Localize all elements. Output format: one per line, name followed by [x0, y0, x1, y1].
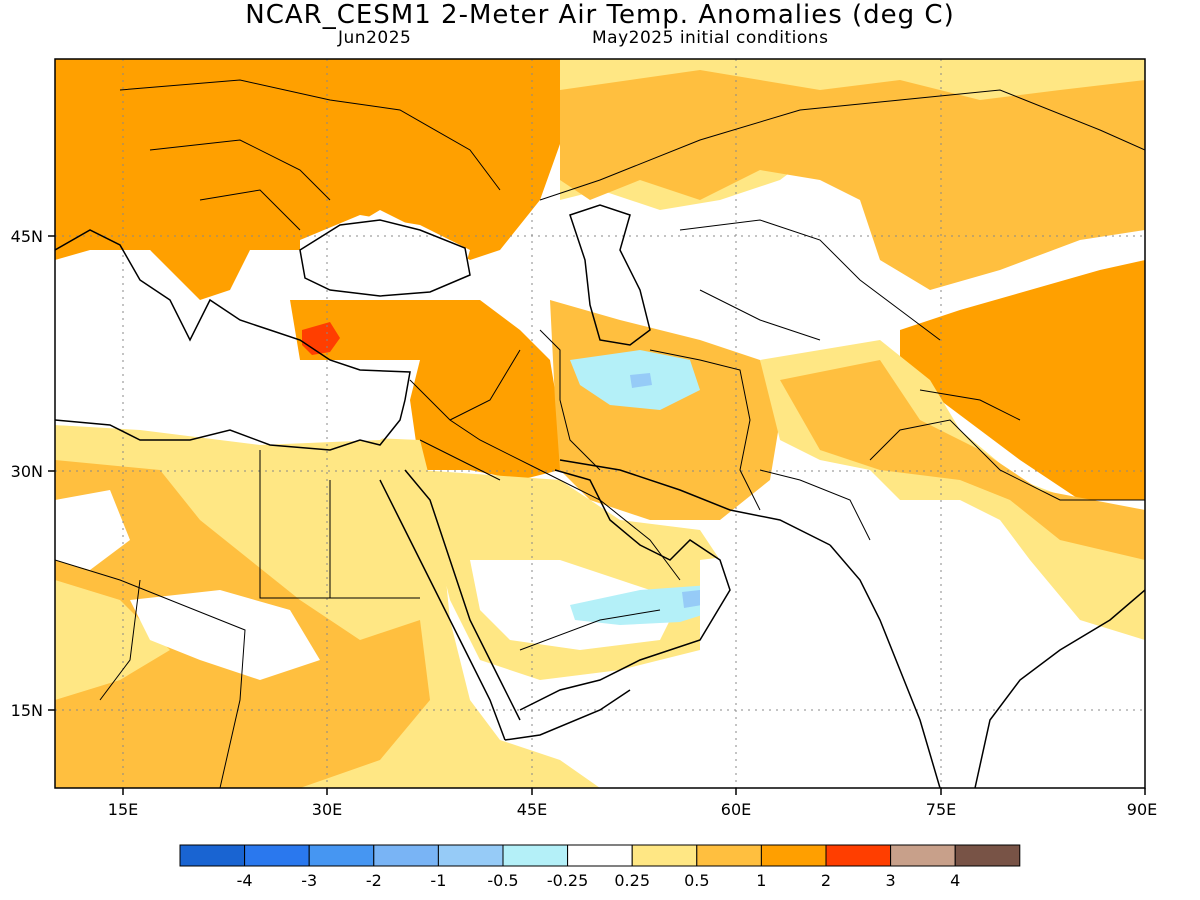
anomaly-region-iran-mild — [550, 300, 780, 520]
border-central-asia — [679, 219, 941, 341]
label-lat-45n: 45N — [11, 227, 43, 246]
border-iran — [539, 329, 761, 511]
colorbar-label: -3 — [301, 871, 317, 890]
label-lat-30n: 30N — [11, 462, 43, 481]
axis-ticks — [48, 235, 1146, 795]
colorbar-swatch — [890, 844, 956, 867]
border-russia-kazakhstan — [539, 89, 1145, 201]
colorbar-label: -4 — [237, 871, 253, 890]
border-africa — [55, 450, 420, 788]
colorbar-swatch — [631, 844, 698, 867]
colorbar: -4 -3 -2 -1 -0.5 -0.25 0.25 0.5 1 2 3 4 — [179, 844, 1021, 890]
colorbar-swatch — [179, 844, 246, 867]
anomaly-region-mediterranean-neutral — [55, 250, 410, 445]
colorbar-swatch — [760, 844, 827, 867]
colorbar-swatch — [437, 844, 504, 867]
border-arabia — [519, 469, 681, 651]
label-lon-75e: 75E — [926, 800, 956, 819]
anomaly-fill-layer — [55, 59, 1145, 788]
colorbar-label: -0.25 — [547, 871, 588, 890]
anomaly-region-central-asia-warm — [560, 70, 1145, 290]
coastline-black-sea — [299, 219, 471, 297]
graticule — [55, 59, 1145, 788]
anomaly-region-south-asia-warm — [780, 360, 1145, 560]
border-south-asia — [759, 389, 1145, 541]
initial-conditions: May2025 initial conditions — [592, 28, 829, 48]
colorbar-label: -0.5 — [487, 871, 518, 890]
colorbar-label: 3 — [886, 871, 896, 890]
label-lon-30e: 30E — [312, 800, 342, 819]
coastline-india-east — [974, 589, 1145, 788]
colorbar-label: 1 — [756, 871, 766, 890]
colorbar-swatch — [373, 844, 439, 867]
label-lat-15n: 15N — [11, 701, 43, 720]
coastline-mediterranean-north — [55, 229, 411, 401]
coastlines — [55, 204, 1145, 788]
border-middle-east — [409, 349, 541, 481]
label-lon-60e: 60E — [721, 800, 751, 819]
anomaly-region-africa-neutral-2 — [55, 490, 130, 570]
colorbar-swatch — [696, 844, 762, 867]
anomaly-region-arabia-cooler — [682, 590, 702, 608]
colorbar-label: 0.5 — [684, 871, 709, 890]
colorbar-label: -2 — [366, 871, 382, 890]
anomaly-region-turkey-hot — [302, 322, 340, 355]
colorbar-swatch — [825, 844, 892, 867]
map-title: NCAR_CESM1 2-Meter Air Temp. Anomalies (… — [245, 0, 955, 30]
colorbar-label: 0.25 — [614, 871, 650, 890]
colorbar-swatch — [954, 844, 1021, 867]
anomaly-region-black-sea-neutral — [300, 215, 470, 295]
anomaly-region-tibet-warm — [900, 260, 1145, 500]
colorbar-swatch — [567, 844, 633, 867]
anomaly-region-africa-neutral — [130, 590, 320, 680]
colorbar-swatch — [244, 844, 310, 867]
anomaly-region-middle-east-warm — [290, 300, 560, 480]
colorbar-swatch — [308, 844, 375, 867]
coastline-caspian — [569, 204, 651, 346]
anomaly-region-iran-cooler — [630, 373, 652, 388]
coastline-iran-south — [559, 459, 831, 546]
border-europe — [119, 79, 501, 231]
colorbar-swatch — [502, 844, 569, 867]
anomaly-region-arabia-cool — [570, 585, 718, 625]
coastline-red-sea — [379, 469, 521, 741]
label-lon-90e: 90E — [1127, 800, 1157, 819]
coastline-mediterranean-south — [55, 399, 406, 451]
label-lon-45e: 45E — [517, 800, 547, 819]
coastline-india-west — [829, 544, 941, 788]
coastline-horn-africa — [504, 689, 631, 741]
plot-frame — [54, 58, 1146, 789]
colorbar-label: -1 — [430, 871, 446, 890]
label-lon-15e: 15E — [108, 800, 138, 819]
anomaly-region-indian-ocean-neutral — [620, 540, 1145, 788]
country-borders — [55, 79, 1145, 788]
coastline-persian-gulf — [519, 469, 731, 711]
forecast-month: Jun2025 — [338, 28, 412, 48]
colorbar-label: 4 — [950, 871, 960, 890]
colorbar-label: 2 — [821, 871, 831, 890]
